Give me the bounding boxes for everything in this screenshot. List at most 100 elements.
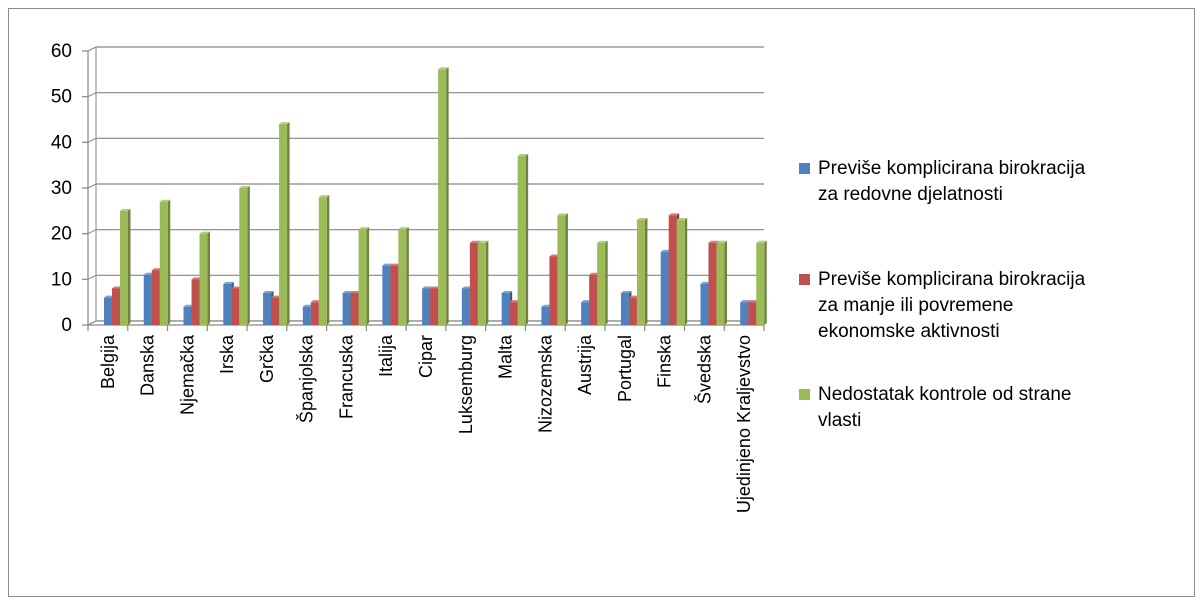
bar-top [112, 286, 123, 289]
x-category-label: Ujedinjeno Kraljevstvo [734, 335, 754, 513]
bar-side [565, 213, 568, 325]
bar-side [724, 240, 727, 325]
bar-side [167, 199, 171, 325]
x-category-label: Njemačka [177, 334, 197, 415]
bar [350, 293, 359, 325]
bar [620, 293, 629, 325]
x-category-label: Danska [138, 334, 158, 396]
bar-side [605, 240, 608, 325]
x-category-label: Portugal [615, 335, 635, 402]
bar [104, 297, 112, 325]
bar [151, 270, 160, 325]
x-category-label: Irska [217, 334, 237, 374]
x-category-label: Finska [655, 334, 675, 388]
bar-top [469, 240, 481, 243]
bar [358, 229, 367, 325]
bar-side [287, 122, 290, 325]
y-tick-label: 0 [61, 315, 72, 336]
bar-top [740, 300, 751, 303]
bar-top [756, 240, 767, 243]
bar [112, 288, 120, 325]
y-tick-label: 40 [51, 132, 72, 153]
bar-top [342, 291, 354, 294]
bar-side [366, 227, 370, 325]
bar-top [239, 186, 250, 188]
chart-frame [8, 8, 1195, 597]
bar-top [660, 249, 672, 252]
legend-label: Nedostatak kontrole od strane [818, 384, 1072, 405]
bar [398, 229, 407, 325]
bar-top [223, 281, 234, 284]
bar-top [748, 300, 759, 303]
bar [422, 288, 431, 325]
bar-top [620, 291, 632, 294]
bar [461, 288, 470, 325]
bar [517, 156, 526, 325]
bar-top [302, 304, 314, 307]
bar [223, 283, 232, 325]
gridline-stub-60 [87, 46, 97, 52]
legend-swatch [799, 274, 810, 285]
bar [477, 242, 486, 325]
bar [509, 302, 518, 325]
bar-top [358, 227, 370, 230]
x-category-label: Cipar [416, 335, 436, 378]
bar [183, 306, 192, 325]
bar-top [716, 240, 727, 243]
bar-top [636, 217, 648, 220]
bar [382, 265, 391, 325]
bar-side [684, 217, 688, 325]
bar-side [764, 240, 767, 325]
bar [589, 274, 598, 325]
bar-top [700, 281, 711, 284]
legend-swatch [799, 163, 810, 174]
bar [676, 219, 685, 325]
x-category-label: Švedska [693, 334, 714, 404]
bar [501, 293, 510, 325]
x-category-label: Grčka [257, 334, 277, 383]
bar-side [485, 240, 489, 325]
bar [390, 265, 399, 325]
bar-top [159, 199, 171, 202]
bar [159, 201, 168, 325]
bar-top [517, 154, 529, 157]
bar [469, 242, 478, 325]
bar [708, 242, 717, 325]
x-category-label: Nizozemska [535, 334, 555, 433]
bar-top [549, 254, 560, 257]
bar-side [247, 186, 250, 325]
bar-top [191, 277, 203, 280]
bar-side [128, 208, 131, 325]
bar-top [557, 213, 568, 216]
legend-label: ekonomske aktivnosti [818, 321, 1000, 342]
bar-top [263, 291, 274, 294]
bar-side [525, 154, 529, 325]
bar-top [676, 217, 688, 220]
bar [660, 251, 669, 325]
legend-swatch [799, 389, 810, 400]
bar-top [199, 231, 211, 234]
bar-side [406, 227, 409, 325]
bar-top [541, 304, 552, 307]
y-tick-label: 10 [51, 269, 72, 290]
bar-top [708, 240, 719, 243]
bars-layer [104, 67, 767, 326]
bar-top [398, 227, 409, 230]
bar [748, 302, 757, 325]
legend-label: vlasti [818, 410, 861, 431]
bar-side [207, 231, 211, 325]
bar [668, 215, 677, 325]
legend-label: za redovne djelatnosti [818, 184, 1003, 205]
bar [143, 274, 152, 325]
bar [438, 69, 447, 326]
gridline-stub-20 [87, 229, 97, 235]
legend-label: za manje ili povremene [818, 295, 1013, 316]
bar-top [501, 291, 513, 294]
bar-top [318, 195, 330, 198]
bar-top [183, 304, 195, 307]
bar-top [104, 295, 115, 298]
bar-top [382, 263, 393, 266]
bar [239, 188, 248, 325]
x-category-label: Španjolska [296, 334, 317, 423]
